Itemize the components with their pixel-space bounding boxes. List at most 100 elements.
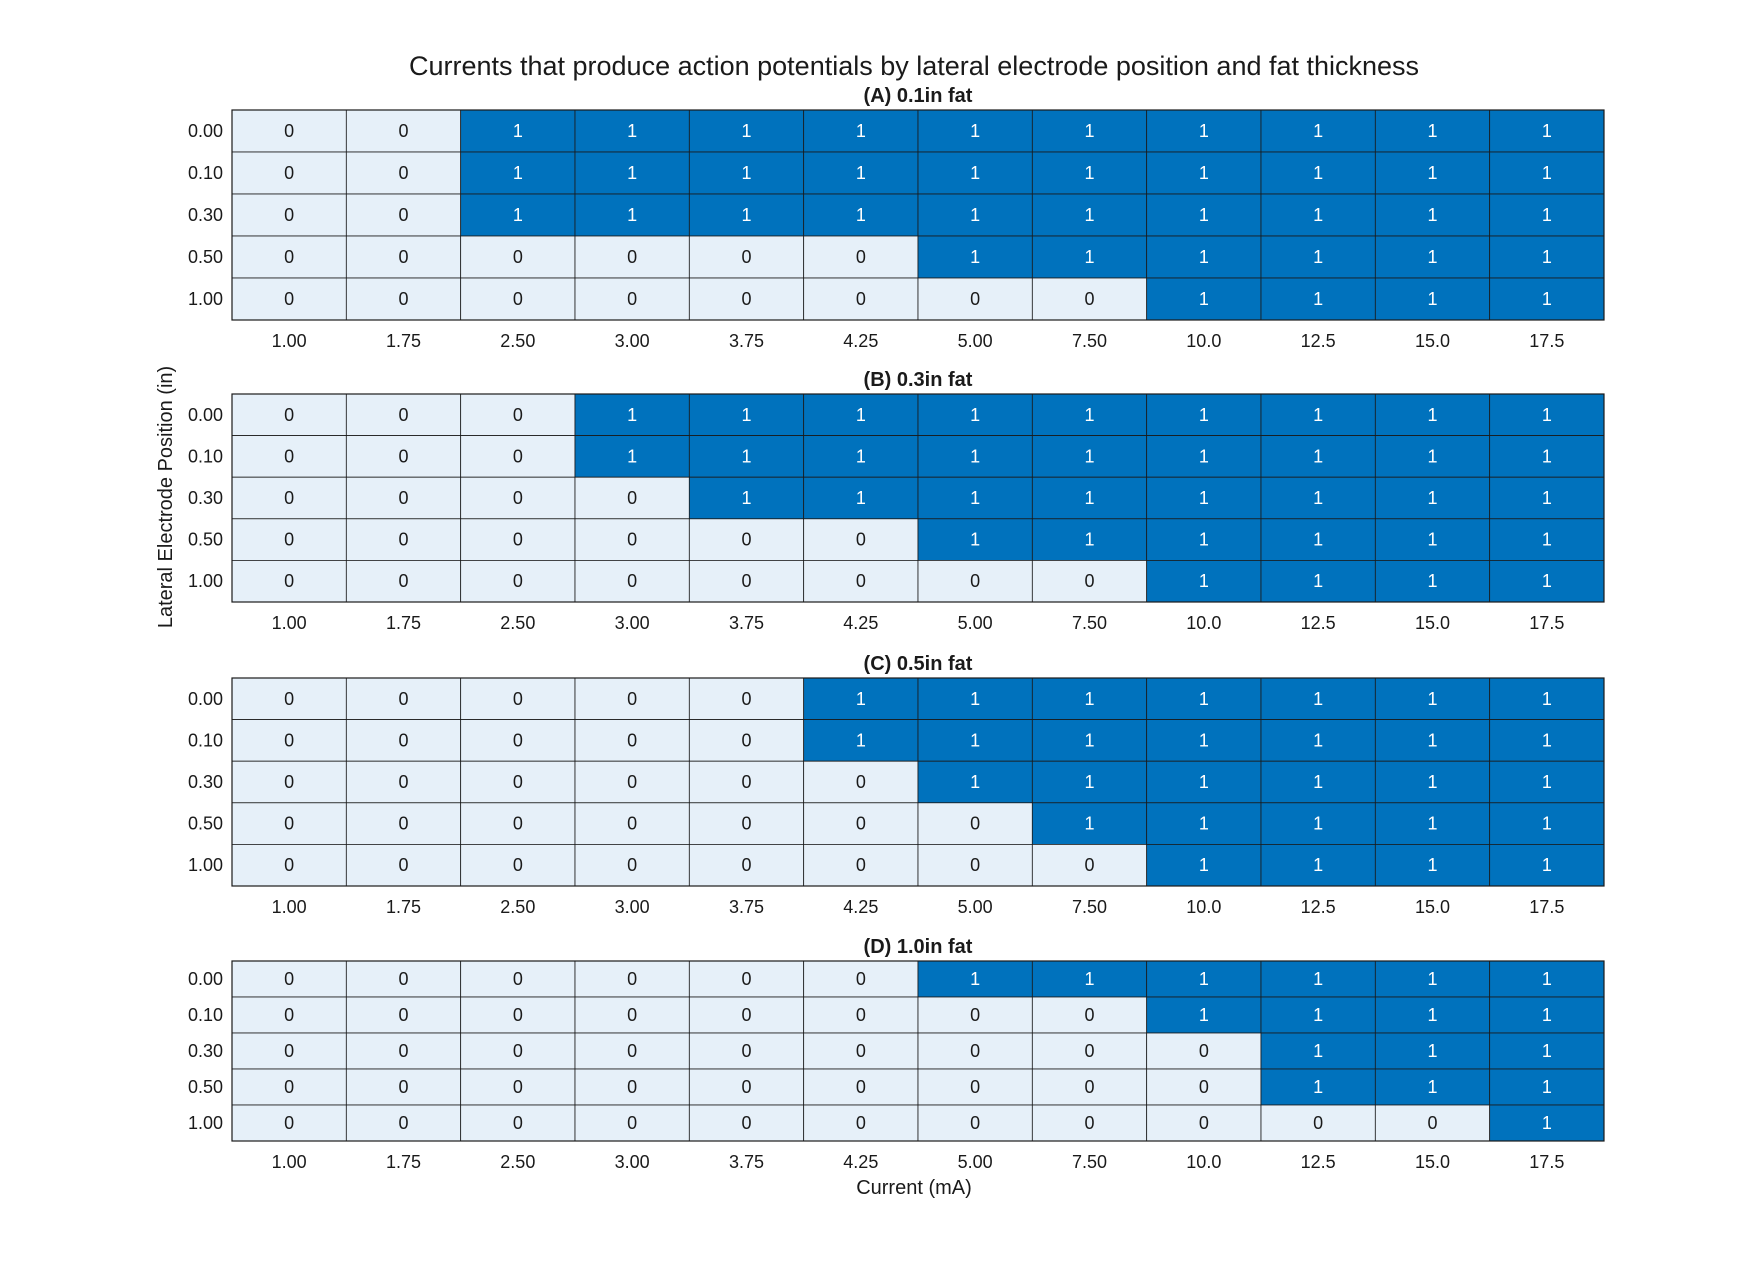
cell-value-label: 1 [1313, 855, 1323, 875]
x-tick-label: 5.00 [958, 613, 993, 633]
cell-value-label: 0 [1084, 1077, 1094, 1097]
heatmap-cell [1489, 1104, 1605, 1142]
cell-value-label: 1 [1199, 289, 1209, 309]
cell-value-label: 0 [1199, 1077, 1209, 1097]
cell-value-label: 1 [1542, 772, 1552, 792]
heatmap-cell [688, 1032, 805, 1070]
y-tick-label: 1.00 [188, 289, 223, 309]
cell-value-label: 0 [1427, 1113, 1437, 1133]
cell-value-label: 0 [1084, 571, 1094, 591]
cell-value-label: 0 [398, 446, 408, 466]
heatmap-cell [574, 235, 690, 279]
heatmap-cell [1489, 518, 1605, 561]
cell-value-label: 0 [627, 530, 637, 550]
heatmap-cell [460, 476, 576, 520]
cell-value-label: 0 [627, 772, 637, 792]
heatmap-cell [231, 719, 347, 762]
panel-title: (A) 0.1in fat [864, 85, 973, 107]
cell-value-label: 0 [970, 1041, 980, 1061]
cell-value-label: 1 [856, 730, 866, 750]
x-tick-label: 1.75 [386, 331, 421, 351]
heatmap-cell [1146, 476, 1262, 520]
cell-value-label: 0 [284, 163, 294, 183]
cell-value-label: 0 [970, 289, 980, 309]
heatmap-cell [803, 1032, 919, 1070]
cell-value-label: 0 [741, 1113, 751, 1133]
heatmap-cell [688, 996, 805, 1034]
heatmap-cell [688, 435, 805, 478]
cell-value-label: 0 [284, 689, 294, 709]
cell-value-label: 0 [284, 1005, 294, 1025]
heatmap-cell [345, 435, 462, 478]
cell-value-label: 1 [970, 969, 980, 989]
cell-value-label: 1 [1427, 772, 1437, 792]
heatmap-cell [1489, 844, 1605, 887]
cell-value-label: 0 [627, 488, 637, 508]
heatmap-cell [460, 802, 576, 845]
cell-value-label: 0 [627, 1113, 637, 1133]
cell-value-label: 1 [1313, 163, 1323, 183]
cell-value-label: 0 [398, 1113, 408, 1133]
x-tick-label: 4.25 [843, 331, 878, 351]
cell-value-label: 0 [741, 247, 751, 267]
heatmap-cell [345, 960, 462, 998]
cell-value-label: 1 [1084, 530, 1094, 550]
cell-value-label: 0 [856, 1113, 866, 1133]
cell-value-label: 0 [970, 814, 980, 834]
heatmap-cell [460, 235, 576, 279]
cell-value-label: 0 [398, 405, 408, 425]
cell-value-label: 1 [1542, 855, 1552, 875]
heatmap-cell [1489, 1068, 1605, 1106]
cell-value-label: 1 [1313, 405, 1323, 425]
x-tick-label: 4.25 [843, 1152, 878, 1172]
cell-value-label: 0 [513, 1005, 523, 1025]
cell-value-label: 1 [513, 163, 523, 183]
cell-value-label: 1 [513, 205, 523, 225]
heatmap-cell [803, 802, 919, 845]
cell-value-label: 0 [513, 814, 523, 834]
heatmap-cell [231, 518, 347, 561]
cell-value-label: 0 [970, 1077, 980, 1097]
cell-value-label: 1 [1427, 1077, 1437, 1097]
cell-value-label: 0 [513, 969, 523, 989]
heatmap-cell [1031, 277, 1148, 321]
cell-value-label: 1 [1427, 121, 1437, 141]
heatmap-cell [688, 1104, 805, 1142]
cell-value-label: 1 [1313, 814, 1323, 834]
x-tick-label: 17.5 [1529, 613, 1564, 633]
heatmap-cell [345, 677, 462, 720]
heatmap-cell [1031, 435, 1148, 478]
heatmap-cell [231, 996, 347, 1034]
cell-value-label: 0 [398, 814, 408, 834]
heatmap-cell [1031, 560, 1148, 603]
heatmap-cell [688, 393, 805, 436]
cell-value-label: 0 [513, 488, 523, 508]
heatmap-cell [231, 435, 347, 478]
heatmap-cell [917, 235, 1033, 279]
cell-value-label: 0 [284, 488, 294, 508]
cell-value-label: 1 [1313, 289, 1323, 309]
cell-value-label: 1 [1313, 247, 1323, 267]
cell-value-label: 0 [970, 1005, 980, 1025]
y-tick-label: 0.00 [188, 969, 223, 989]
cell-value-label: 1 [970, 446, 980, 466]
cell-value-label: 1 [856, 689, 866, 709]
x-tick-label: 12.5 [1301, 897, 1336, 917]
cell-value-label: 1 [1542, 205, 1552, 225]
cell-value-label: 0 [970, 571, 980, 591]
cell-value-label: 1 [1313, 571, 1323, 591]
cell-value-label: 1 [1313, 205, 1323, 225]
heatmap-cell [1374, 560, 1491, 603]
heatmap-cell [917, 960, 1033, 998]
cell-value-label: 1 [627, 446, 637, 466]
heatmap-cell [460, 193, 576, 237]
heatmap-cell [688, 193, 805, 237]
heatmap-cell [1146, 844, 1262, 887]
cell-value-label: 1 [1542, 530, 1552, 550]
heatmap-cell [231, 277, 347, 321]
cell-value-label: 1 [1313, 730, 1323, 750]
cell-value-label: 0 [741, 1005, 751, 1025]
cell-value-label: 0 [856, 969, 866, 989]
heatmap-cell [1374, 151, 1491, 195]
